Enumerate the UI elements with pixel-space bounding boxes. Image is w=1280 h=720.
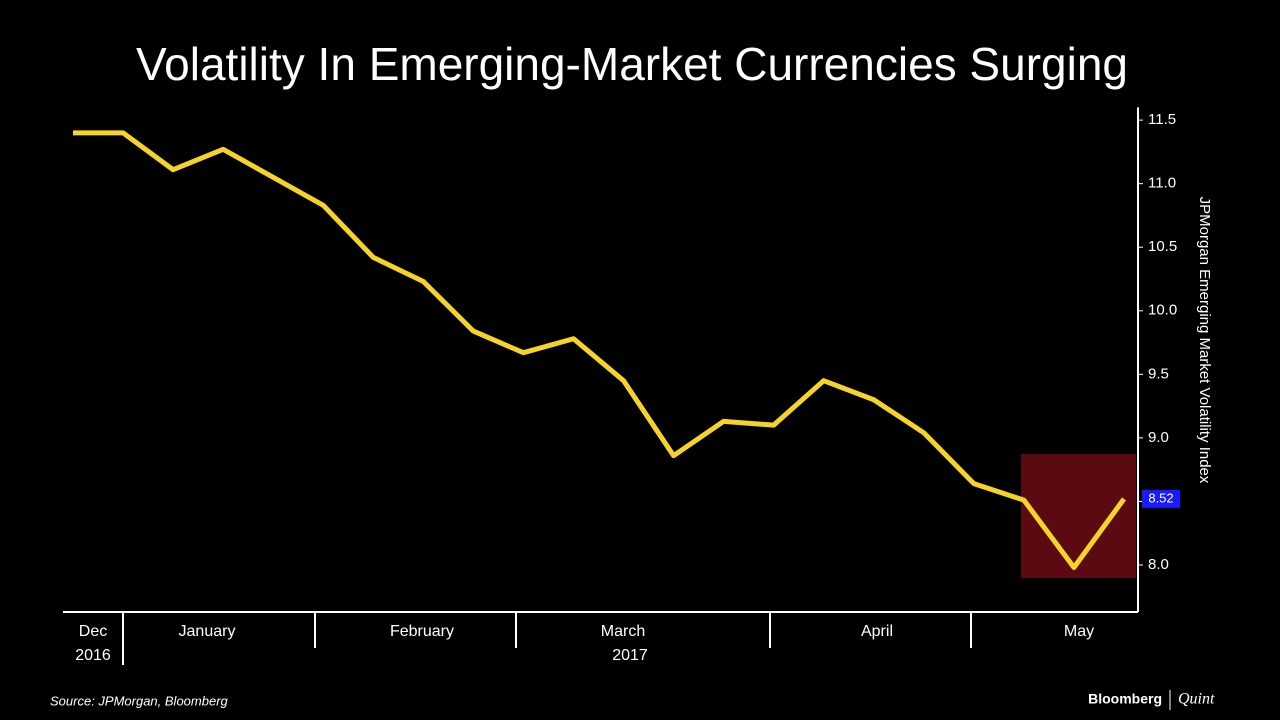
y-tick-label: 9.0 (1148, 429, 1169, 446)
x-tick-label: April (861, 623, 893, 640)
logo-brand: Bloomberg (1088, 691, 1162, 707)
y-tick-label: 11.0 (1148, 175, 1176, 192)
y-tick-label: 8.0 (1148, 556, 1169, 573)
x-year-label: 2016 (75, 647, 111, 664)
x-tick-label: March (601, 623, 645, 640)
x-year-label: 2017 (612, 647, 648, 664)
y-axis-title: JPMorgan Emerging Market Volatility Inde… (1196, 197, 1213, 484)
x-tick-label: May (1064, 623, 1094, 640)
x-tick-label: February (390, 623, 454, 640)
value-label-box (1142, 489, 1180, 508)
series-line (73, 130, 1127, 571)
y-tick-label: 10.0 (1148, 302, 1177, 319)
x-tick-label: Dec (79, 623, 107, 640)
source: Source: JPMorgan, Bloomberg (50, 693, 229, 708)
chart-title: Volatility In Emerging-Market Currencies… (136, 38, 1128, 90)
value-label: 8.52 (1148, 490, 1173, 505)
logo-partner: Quint (1178, 691, 1215, 708)
y-tick-label: 11.5 (1148, 111, 1176, 128)
x-tick-label: January (179, 623, 236, 640)
y-tick-label: 9.5 (1148, 365, 1169, 382)
y-tick-label: 10.5 (1148, 238, 1177, 255)
